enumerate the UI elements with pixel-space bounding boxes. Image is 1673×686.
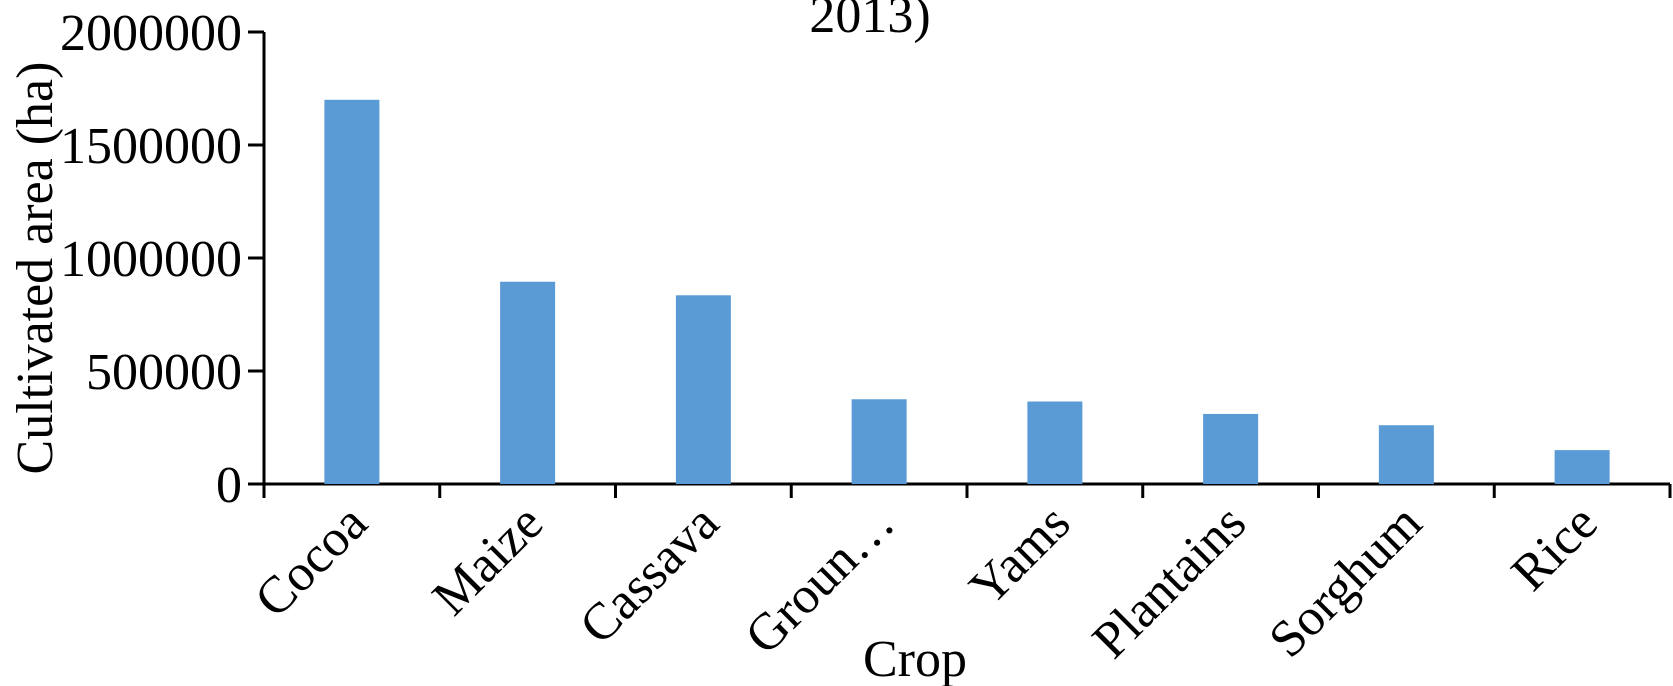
bar-yams — [1027, 401, 1083, 484]
x-tick-label: Cocoa — [244, 494, 378, 628]
bars — [324, 99, 1610, 485]
x-tick-label: Maize — [422, 494, 554, 626]
x-tick-label: Plantains — [1082, 494, 1257, 669]
y-tick-label: 1000000 — [60, 231, 242, 288]
y-tick-label: 500000 — [86, 344, 242, 401]
y-tick-label: 0 — [216, 457, 242, 514]
bar-cocoa — [324, 99, 380, 485]
x-tick-label: Cassava — [569, 494, 730, 655]
x-tick-label: Yams — [959, 494, 1081, 616]
x-axis-label: Crop — [863, 631, 967, 686]
bar-maize — [500, 281, 556, 484]
x-tick-label: Sorghum — [1258, 494, 1432, 668]
y-axis-label: Cultivated area (ha) — [7, 62, 64, 475]
bar-rice — [1554, 450, 1610, 484]
bar-groun — [851, 399, 907, 484]
y-tick-label: 2000000 — [60, 5, 242, 62]
chart-title: 2013) — [809, 0, 930, 44]
y-tick-label: 1500000 — [60, 118, 242, 175]
x-tick-label: Rice — [1501, 494, 1609, 602]
bar-cassava — [675, 295, 731, 484]
bar-plantains — [1203, 413, 1259, 484]
y-axis-ticks: 0 500000 1000000 1500000 2000000 — [60, 5, 264, 514]
bar-sorghum — [1378, 425, 1434, 484]
